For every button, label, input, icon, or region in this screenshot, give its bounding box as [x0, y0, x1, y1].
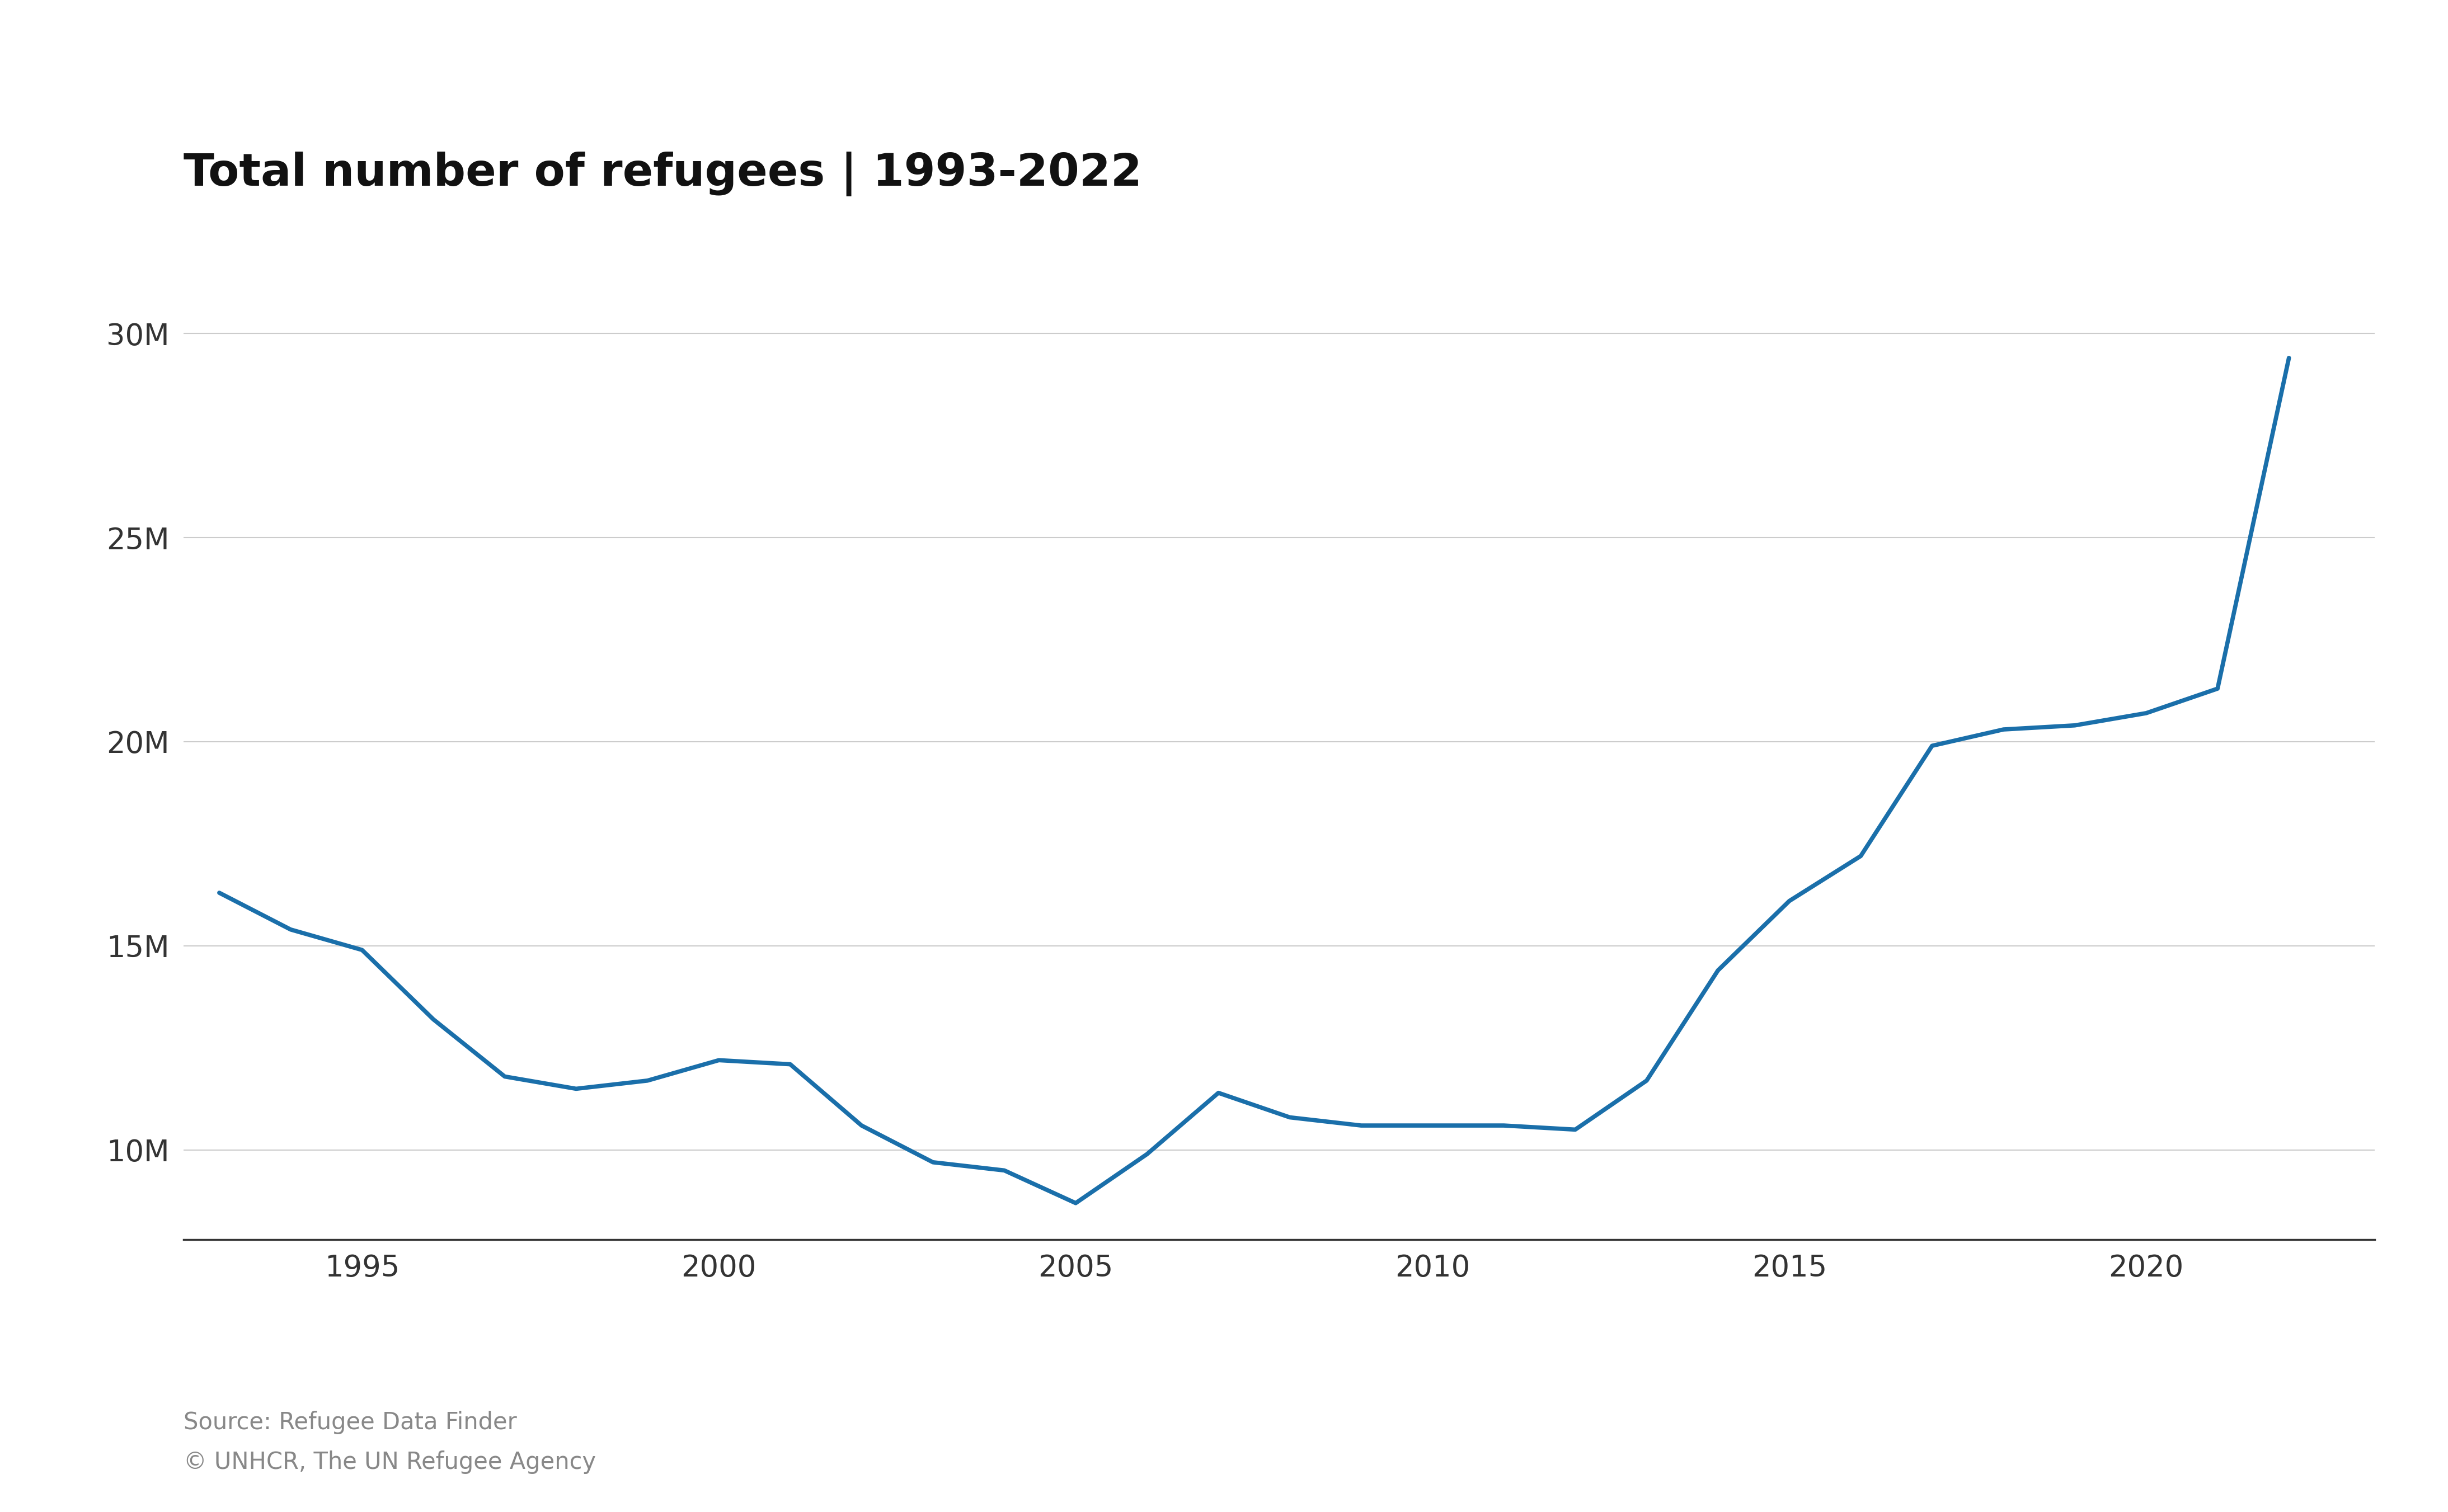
Text: Source: Refugee Data Finder
© UNHCR, The UN Refugee Agency: Source: Refugee Data Finder © UNHCR, The… [184, 1411, 595, 1474]
Text: Total number of refugees | 1993-2022: Total number of refugees | 1993-2022 [184, 151, 1143, 197]
